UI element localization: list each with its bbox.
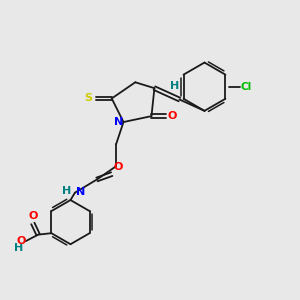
Text: H: H bbox=[62, 186, 71, 196]
Text: O: O bbox=[16, 236, 26, 246]
Text: H: H bbox=[170, 81, 180, 91]
Text: H: H bbox=[14, 243, 24, 253]
Text: O: O bbox=[113, 162, 123, 172]
Text: N: N bbox=[114, 117, 123, 127]
Text: S: S bbox=[85, 94, 93, 103]
Text: O: O bbox=[28, 211, 38, 221]
Text: Cl: Cl bbox=[241, 82, 252, 92]
Text: O: O bbox=[167, 111, 177, 121]
Text: N: N bbox=[76, 187, 85, 196]
